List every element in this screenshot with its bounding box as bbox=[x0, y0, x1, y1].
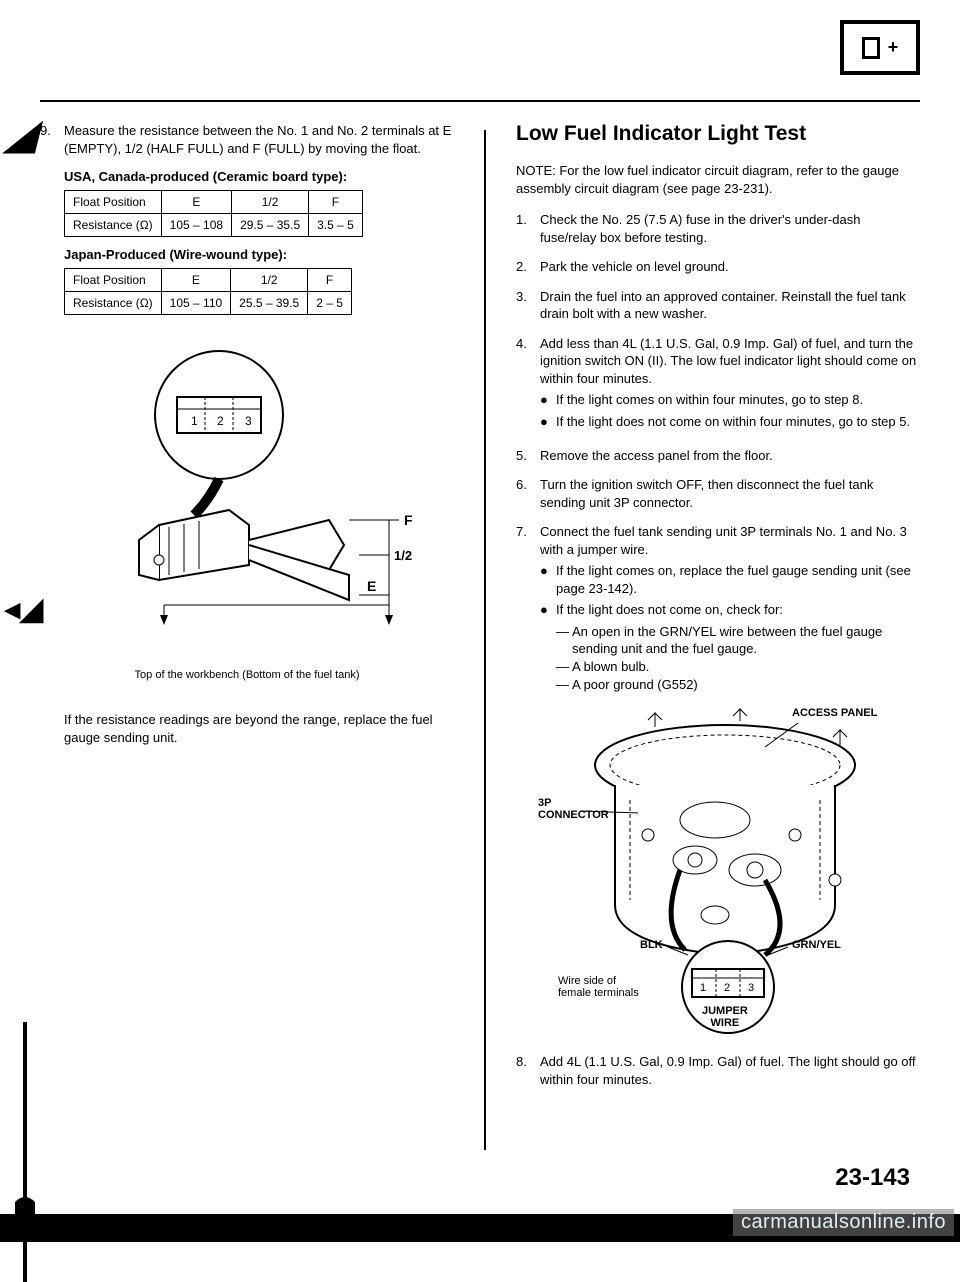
step-text: Measure the resistance between the No. 1… bbox=[64, 122, 454, 157]
bullet-text: If the light comes on within four minute… bbox=[556, 391, 863, 409]
label-half: 1/2 bbox=[394, 548, 412, 563]
step-number: 3. bbox=[516, 288, 540, 323]
step-number: 9. bbox=[40, 122, 64, 157]
step-number: 4. bbox=[516, 335, 540, 435]
step-text: Remove the access panel from the floor. bbox=[540, 447, 920, 465]
dash-icon: — bbox=[556, 623, 572, 658]
usa-table-label: USA, Canada-produced (Ceramic board type… bbox=[64, 169, 454, 184]
step-text: Add less than 4L (1.1 U.S. Gal, 0.9 Imp.… bbox=[540, 335, 920, 435]
plus-symbol: + bbox=[888, 37, 899, 58]
bullet-text: If the light comes on, replace the fuel … bbox=[556, 562, 920, 597]
label-3p-connector: 3P CONNECTOR bbox=[538, 797, 609, 821]
page-number: 23-143 bbox=[835, 1164, 910, 1192]
dash-icon: — bbox=[556, 676, 572, 694]
japan-resistance-table: Float Position E 1/2 F Resistance (Ω) 10… bbox=[64, 268, 352, 315]
bullet-text: If the light does not come on within fou… bbox=[556, 413, 910, 431]
note-text: NOTE: For the low fuel indicator circuit… bbox=[516, 162, 920, 197]
step-number: 6. bbox=[516, 476, 540, 511]
label-E: E bbox=[367, 578, 376, 594]
dash-text: A blown bulb. bbox=[572, 658, 649, 676]
step-text: Connect the fuel tank sending unit 3P te… bbox=[540, 523, 920, 693]
label-F: F bbox=[404, 512, 413, 528]
bullet-icon: ● bbox=[540, 413, 556, 431]
margin-mark-mid: ◂◢ bbox=[5, 592, 43, 627]
closing-text: If the resistance readings are beyond th… bbox=[64, 711, 454, 746]
conn-num-1: 1 bbox=[191, 414, 198, 428]
japan-table-label: Japan-Produced (Wire-wound type): bbox=[64, 247, 454, 262]
svg-text:3: 3 bbox=[748, 982, 754, 994]
step-text: Park the vehicle on level ground. bbox=[540, 258, 920, 276]
step-text: Check the No. 25 (7.5 A) fuse in the dri… bbox=[540, 211, 920, 246]
step-number: 1. bbox=[516, 211, 540, 246]
dash-text: An open in the GRN/YEL wire between the … bbox=[572, 623, 920, 658]
usa-resistance-table: Float Position E 1/2 F Resistance (Ω) 10… bbox=[64, 190, 363, 237]
figure-caption: Top of the workbench (Bottom of the fuel… bbox=[40, 669, 454, 681]
bullet-icon: ● bbox=[540, 562, 556, 597]
step-text: Add 4L (1.1 U.S. Gal, 0.9 Imp. Gal) of f… bbox=[540, 1053, 920, 1088]
access-panel-diagram: 1 2 3 ACCESS PANEL 3P CONNECTOR BLK GRN/… bbox=[540, 705, 920, 1035]
step-number: 7. bbox=[516, 523, 540, 693]
step-text: Drain the fuel into an approved containe… bbox=[540, 288, 920, 323]
label-wire-side: Wire side of female terminals bbox=[558, 975, 639, 999]
bullet-text: If the light does not come on, check for… bbox=[556, 601, 783, 619]
conn-num-2: 2 bbox=[217, 414, 224, 428]
step-text: Turn the ignition switch OFF, then disco… bbox=[540, 476, 920, 511]
label-access-panel: ACCESS PANEL bbox=[792, 707, 877, 719]
margin-mark-top: ◢ bbox=[5, 112, 36, 158]
svg-text:1: 1 bbox=[700, 982, 706, 994]
label-jumper-wire: JUMPER WIRE bbox=[702, 1005, 748, 1029]
step-number: 8. bbox=[516, 1053, 540, 1088]
dash-icon: — bbox=[556, 658, 572, 676]
conn-num-3: 3 bbox=[245, 414, 252, 428]
bullet-icon: ● bbox=[540, 601, 556, 619]
step-number: 5. bbox=[516, 447, 540, 465]
margin-spine-icon bbox=[10, 1022, 40, 1282]
bullet-icon: ● bbox=[540, 391, 556, 409]
watermark: carmanualsonline.info bbox=[733, 1209, 954, 1236]
step-number: 2. bbox=[516, 258, 540, 276]
svg-text:2: 2 bbox=[724, 982, 730, 994]
header-battery-icon: + bbox=[840, 20, 920, 75]
dash-text: A poor ground (G552) bbox=[572, 676, 698, 694]
label-grnyel: GRN/YEL bbox=[792, 939, 841, 951]
section-title: Low Fuel Indicator Light Test bbox=[516, 122, 920, 146]
label-blk: BLK bbox=[640, 939, 663, 951]
sending-unit-figure: 1 2 3 bbox=[64, 345, 454, 655]
